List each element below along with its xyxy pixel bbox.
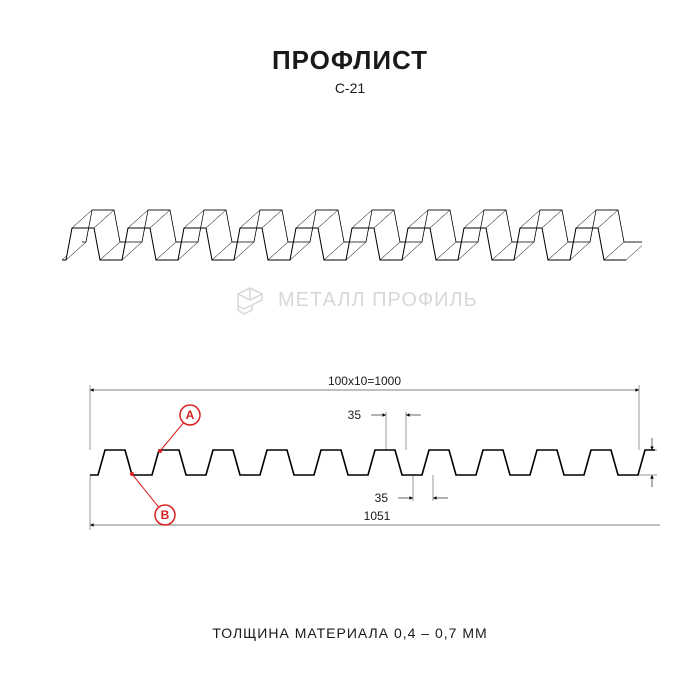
dim-35-bottom: 35: [375, 491, 389, 505]
page-subtitle: С-21: [0, 80, 700, 96]
dim-35-top: 35: [348, 408, 362, 422]
page-title: ПРОФЛИСТ: [0, 0, 700, 76]
dim-top-width: 100х10=1000: [328, 374, 401, 388]
marker-a: A: [158, 405, 200, 453]
watermark: МЕТАЛЛ ПРОФИЛЬ: [230, 280, 478, 320]
marker-b: B: [130, 472, 175, 525]
dim-bottom-width: 1051: [364, 509, 391, 523]
watermark-icon: [230, 280, 270, 320]
profile-2d-drawing: 100х10=10001051353521AB: [40, 360, 660, 560]
footer-text: ТОЛЩИНА МАТЕРИАЛА 0,4 – 0,7 ММ: [0, 625, 700, 641]
watermark-text: МЕТАЛЛ ПРОФИЛЬ: [278, 289, 478, 312]
svg-text:A: A: [186, 408, 195, 422]
profile-cross-section: [90, 450, 655, 475]
profile-3d-drawing: [62, 150, 642, 280]
svg-text:B: B: [161, 508, 170, 522]
